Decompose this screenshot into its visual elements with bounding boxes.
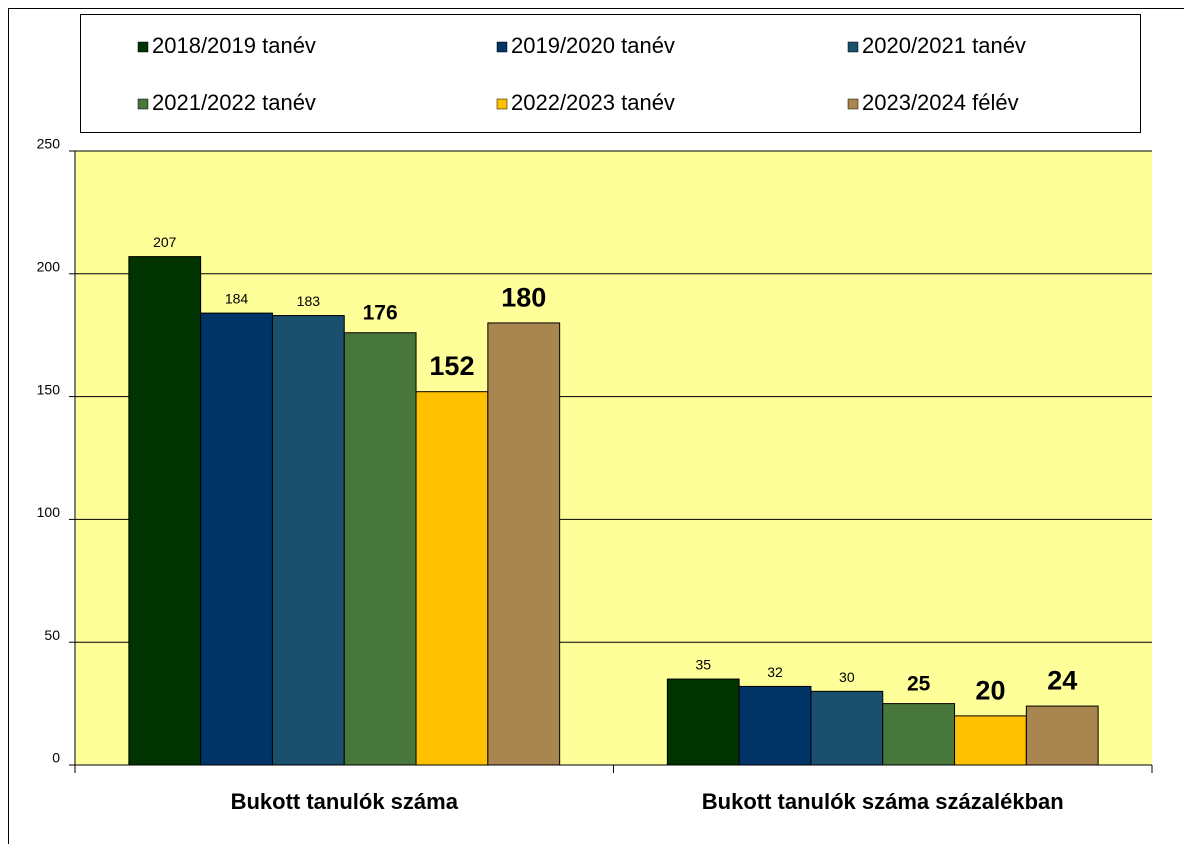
x-tick-label: Bukott tanulók száma — [231, 789, 459, 814]
data-label: 24 — [1047, 666, 1077, 696]
legend-label: 2019/2020 tanév — [511, 33, 675, 58]
y-tick-label: 250 — [37, 136, 61, 152]
data-label: 207 — [153, 234, 177, 250]
y-tick-label: 200 — [37, 259, 61, 275]
data-label: 32 — [767, 664, 783, 680]
data-label: 20 — [975, 675, 1005, 705]
y-tick-label: 0 — [52, 750, 60, 766]
data-label: 30 — [839, 669, 855, 685]
bar — [738, 685, 812, 766]
legend-label: 2021/2022 tanév — [152, 90, 316, 115]
legend-label: 2023/2024 félév — [862, 90, 1019, 115]
legend-label: 2020/2021 tanév — [862, 33, 1026, 58]
legend-swatch — [137, 41, 149, 53]
data-label: 180 — [501, 282, 546, 312]
bar — [666, 678, 740, 766]
bar — [343, 332, 417, 766]
data-label: 25 — [907, 672, 931, 695]
bar — [810, 690, 884, 766]
legend-box — [80, 14, 1141, 133]
data-label: 183 — [297, 293, 321, 309]
bar — [882, 703, 956, 766]
legend-swatch — [137, 98, 149, 110]
bar — [415, 391, 489, 766]
x-tick-label: Bukott tanulók száma százalékban — [702, 789, 1064, 814]
bar — [200, 312, 273, 766]
bar — [487, 322, 561, 766]
legend-swatch — [496, 98, 508, 110]
bar — [128, 256, 202, 766]
data-label: 35 — [695, 657, 711, 673]
bar — [1025, 705, 1099, 766]
legend-label: 2018/2019 tanév — [152, 33, 316, 58]
bar — [954, 715, 1027, 766]
data-label: 184 — [225, 291, 249, 307]
legend-swatch — [496, 41, 508, 53]
legend-swatch — [847, 41, 859, 53]
legend-label: 2022/2023 tanév — [511, 90, 675, 115]
y-tick-label: 50 — [44, 627, 60, 643]
y-tick-label: 100 — [37, 504, 61, 520]
bar — [271, 315, 345, 766]
y-tick-label: 150 — [37, 381, 61, 397]
data-label: 176 — [363, 301, 398, 324]
legend-swatch — [847, 98, 859, 110]
data-label: 152 — [429, 351, 474, 381]
